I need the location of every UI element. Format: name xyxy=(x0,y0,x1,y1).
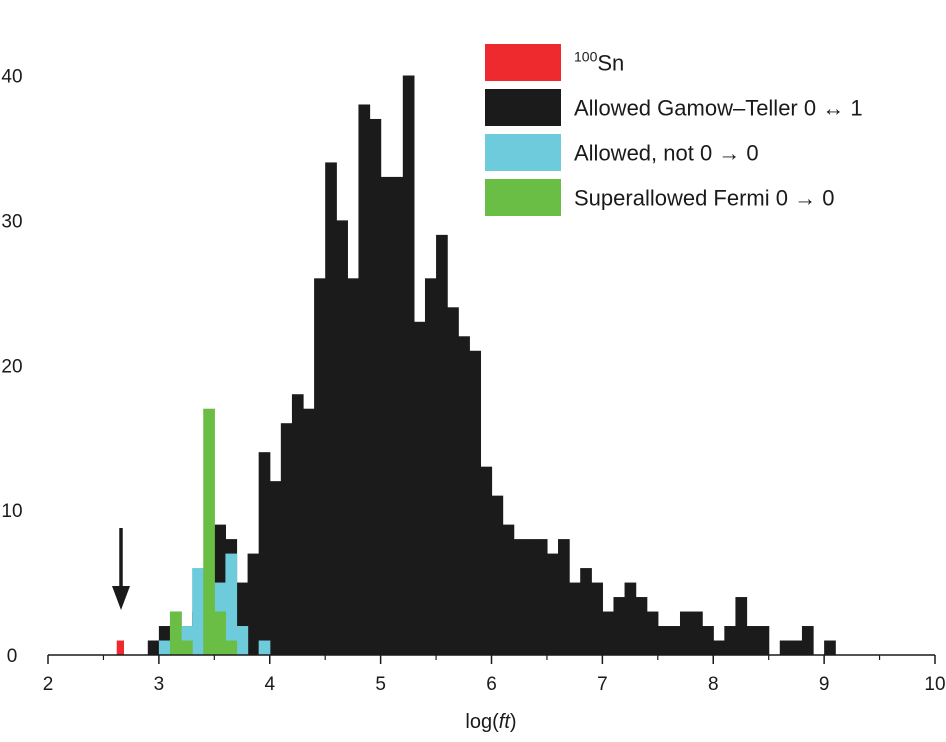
bar-gamow-teller xyxy=(491,495,504,655)
x-tick-label: 3 xyxy=(154,674,165,695)
y-tick-label: 20 xyxy=(1,356,22,377)
legend-swatch-allowed-not00 xyxy=(485,134,561,171)
bar-gamow-teller xyxy=(702,626,714,655)
legend-label-sn100: 100Sn xyxy=(574,49,624,76)
histogram-bars xyxy=(116,75,836,656)
x-tick-label: 7 xyxy=(597,674,608,695)
bar-gamow-teller xyxy=(458,336,470,655)
legend-label-allowed-not00: Allowed, not 0 → 0 xyxy=(574,141,759,166)
bar-gamow-teller xyxy=(347,278,360,655)
bar-gamow-teller xyxy=(336,220,348,655)
bar-gamow-teller xyxy=(779,640,792,655)
bar-gamow-teller xyxy=(502,524,515,655)
bar-gamow-teller xyxy=(303,408,315,655)
x-tick-label: 5 xyxy=(375,674,386,695)
bar-superallowed xyxy=(214,611,226,655)
bar-gamow-teller xyxy=(613,597,626,655)
bar-allowed-not00 xyxy=(236,626,249,655)
bar-gamow-teller xyxy=(469,350,482,655)
legend-label-gamow-teller: Allowed Gamow–Teller 0 ↔ 1 xyxy=(574,96,863,121)
y-tick-label: 30 xyxy=(1,211,22,232)
y-tick-label: 0 xyxy=(7,646,18,667)
legend-swatch-sn100 xyxy=(485,44,561,81)
bar-gamow-teller xyxy=(258,452,271,655)
bar-gamow-teller xyxy=(480,466,493,655)
bar-gamow-teller xyxy=(602,611,615,655)
x-axis-label: log(ft) xyxy=(465,711,516,733)
bar-gamow-teller xyxy=(402,75,415,655)
bar-gamow-teller xyxy=(280,423,293,655)
y-tick-label: 10 xyxy=(1,501,22,522)
x-tick-label: 8 xyxy=(708,674,719,695)
bar-gamow-teller xyxy=(291,394,304,655)
bar-gamow-teller xyxy=(380,176,393,655)
x-tick-label: 6 xyxy=(486,674,497,695)
bar-allowed-not00 xyxy=(158,640,171,655)
bar-gamow-teller xyxy=(513,539,526,655)
bar-gamow-teller xyxy=(790,640,803,655)
bar-allowed-not00 xyxy=(225,553,238,655)
bar-sn100 xyxy=(116,640,124,655)
bar-gamow-teller xyxy=(524,539,537,655)
bar-gamow-teller xyxy=(735,597,748,655)
bar-gamow-teller xyxy=(236,582,249,655)
bar-gamow-teller xyxy=(247,553,260,655)
bar-gamow-teller xyxy=(314,278,326,655)
bar-gamow-teller xyxy=(391,176,404,655)
bar-gamow-teller xyxy=(546,553,559,655)
bar-gamow-teller xyxy=(413,321,426,655)
x-tick-label: 2 xyxy=(43,674,54,695)
bar-allowed-not00 xyxy=(192,568,204,655)
bar-gamow-teller xyxy=(535,539,548,655)
x-tick-label: 4 xyxy=(264,674,275,695)
bar-gamow-teller xyxy=(580,568,592,655)
bar-gamow-teller xyxy=(757,626,770,655)
bar-gamow-teller xyxy=(269,481,282,655)
x-tick-label: 9 xyxy=(819,674,830,695)
bar-allowed-not00 xyxy=(258,640,271,655)
bar-gamow-teller xyxy=(369,118,382,655)
legend-label-superallowed: Superallowed Fermi 0 → 0 xyxy=(574,186,834,211)
bar-gamow-teller xyxy=(424,278,437,655)
bar-gamow-teller xyxy=(668,626,681,655)
bar-gamow-teller xyxy=(679,611,692,655)
bar-gamow-teller xyxy=(358,104,371,656)
bar-gamow-teller xyxy=(569,582,581,655)
x-tick-label: 10 xyxy=(924,674,945,695)
bar-gamow-teller xyxy=(824,640,836,655)
axis-ticks: 2 3 4 5 6 7 8 9 10 0 10 20 30 40 xyxy=(1,67,945,696)
bar-superallowed xyxy=(225,640,238,655)
bar-gamow-teller xyxy=(558,539,570,655)
bar-gamow-teller xyxy=(657,626,670,655)
bar-gamow-teller xyxy=(447,307,459,655)
bar-gamow-teller xyxy=(691,611,703,655)
bar-gamow-teller xyxy=(147,640,160,655)
bar-gamow-teller xyxy=(624,582,637,655)
y-tick-label: 40 xyxy=(1,67,22,88)
legend-swatch-superallowed xyxy=(485,179,561,216)
bar-gamow-teller xyxy=(325,162,337,656)
bar-superallowed xyxy=(203,408,215,655)
legend-swatch-gamow-teller xyxy=(485,89,561,126)
bar-gamow-teller xyxy=(801,626,814,655)
legend: 100Sn Allowed Gamow–Teller 0 ↔ 1 Allowed, … xyxy=(485,44,863,216)
bar-gamow-teller xyxy=(746,626,759,655)
bar-superallowed xyxy=(169,611,182,655)
bar-gamow-teller xyxy=(724,626,737,655)
bar-gamow-teller xyxy=(635,597,648,655)
bar-gamow-teller xyxy=(436,234,448,656)
sn100-arrow-icon xyxy=(112,528,130,610)
bar-gamow-teller xyxy=(591,582,603,655)
bar-gamow-teller xyxy=(713,640,725,655)
bar-gamow-teller xyxy=(646,611,659,655)
bar-superallowed xyxy=(181,640,193,655)
